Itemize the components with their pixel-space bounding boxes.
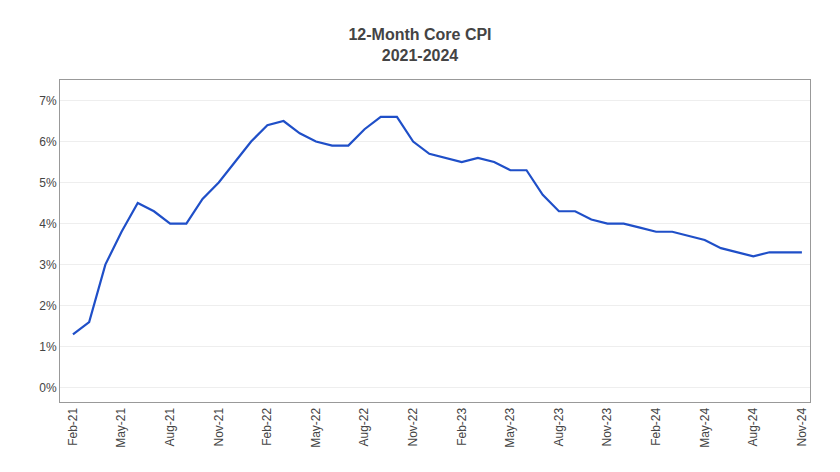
svg-text:May-21: May-21 — [114, 407, 128, 447]
svg-text:Nov-22: Nov-22 — [406, 407, 420, 446]
svg-text:7%: 7% — [39, 94, 57, 108]
svg-text:Aug-22: Aug-22 — [357, 407, 371, 446]
svg-text:12-Month Core CPI2021-2024: 12-Month Core CPI2021-2024 — [348, 26, 491, 64]
svg-text:1%: 1% — [39, 340, 57, 354]
svg-text:3%: 3% — [39, 258, 57, 272]
svg-text:May-24: May-24 — [698, 407, 712, 447]
svg-text:6%: 6% — [39, 135, 57, 149]
svg-text:2%: 2% — [39, 299, 57, 313]
svg-text:Nov-23: Nov-23 — [600, 407, 614, 446]
svg-text:5%: 5% — [39, 176, 57, 190]
svg-text:Aug-24: Aug-24 — [746, 407, 760, 446]
svg-text:Nov-24: Nov-24 — [795, 407, 809, 446]
svg-text:4%: 4% — [39, 217, 57, 231]
svg-text:Aug-23: Aug-23 — [552, 407, 566, 446]
svg-text:Aug-21: Aug-21 — [163, 407, 177, 446]
svg-text:0%: 0% — [39, 381, 57, 395]
svg-text:May-23: May-23 — [503, 407, 517, 447]
svg-text:Feb-21: Feb-21 — [66, 407, 80, 445]
svg-text:Feb-24: Feb-24 — [649, 407, 663, 445]
svg-text:May-22: May-22 — [309, 407, 323, 447]
svg-text:Feb-22: Feb-22 — [260, 407, 274, 445]
svg-text:Feb-23: Feb-23 — [455, 407, 469, 445]
svg-text:Nov-21: Nov-21 — [212, 407, 226, 446]
